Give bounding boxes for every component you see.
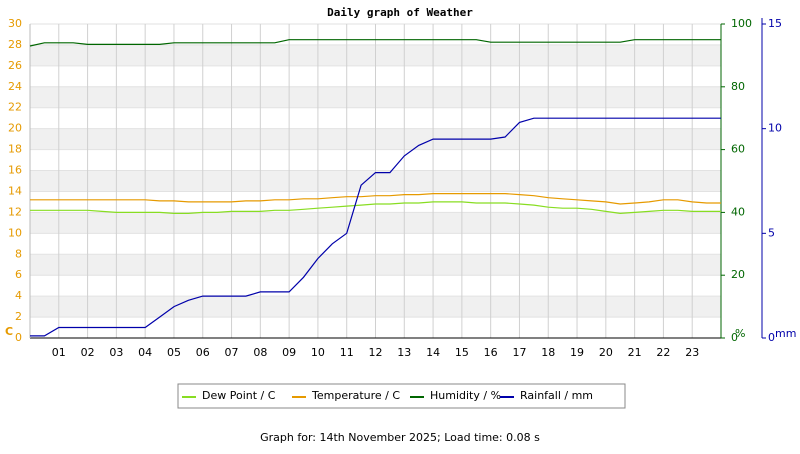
legend-label: Humidity / % (430, 389, 501, 402)
y-tick-label: 24 (8, 80, 22, 93)
y2-tick-label: 80 (731, 80, 745, 93)
y-tick-label: 8 (15, 247, 22, 260)
y2-tick-label: 100 (731, 17, 752, 30)
x-tick-label: 04 (138, 346, 152, 359)
y2-tick-label: 60 (731, 143, 745, 156)
y-tick-label: 26 (8, 59, 22, 72)
y2-tick-label: 0 (731, 331, 738, 344)
y-tick-label: 2 (15, 310, 22, 323)
x-tick-label: 07 (225, 346, 239, 359)
y2-axis-label: % (735, 327, 745, 340)
caption: Graph for: 14th November 2025; Load time… (260, 431, 540, 444)
legend-box (177, 383, 626, 409)
x-tick-label: 08 (253, 346, 267, 359)
series-line (30, 117, 721, 337)
series-line (30, 201, 721, 215)
x-tick-label: 21 (628, 346, 642, 359)
y-tick-label: 4 (15, 289, 22, 302)
x-tick-label: 14 (426, 346, 440, 359)
y-tick-label: 6 (15, 268, 22, 281)
y-tick-label: 14 (8, 184, 22, 197)
x-tick-label: 10 (311, 346, 325, 359)
x-tick-label: 06 (196, 346, 210, 359)
legend-label: Temperature / C (311, 389, 400, 402)
y3-tick-label: 10 (768, 122, 782, 135)
x-tick-label: 02 (81, 346, 95, 359)
chart-title: Daily graph of Weather (327, 6, 473, 19)
x-tick-label: 18 (541, 346, 555, 359)
y-tick-label: 30 (8, 17, 22, 30)
y3-axis-label: mm (775, 327, 796, 340)
y3-tick-label: 5 (768, 226, 775, 239)
x-tick-label: 22 (656, 346, 670, 359)
series-line (29, 39, 721, 47)
y-tick-label: 16 (8, 164, 22, 177)
x-tick-label: 17 (512, 346, 526, 359)
y-tick-label: 12 (8, 205, 22, 218)
legend-label: Rainfall / mm (520, 389, 593, 402)
y-tick-label: 22 (8, 101, 22, 114)
x-tick-label: 20 (599, 346, 613, 359)
x-tick-label: 01 (52, 346, 66, 359)
x-tick-label: 13 (397, 346, 411, 359)
x-tick-label: 11 (340, 346, 354, 359)
x-tick-label: 09 (282, 346, 296, 359)
y2-tick-label: 40 (731, 205, 745, 218)
y-tick-label: 0 (15, 331, 22, 344)
x-tick-label: 05 (167, 346, 181, 359)
legend-label: Dew Point / C (202, 389, 276, 402)
y-axis-label: C (5, 325, 13, 338)
x-tick-label: 23 (685, 346, 699, 359)
y-tick-label: 10 (8, 226, 22, 239)
y3-tick-label: 15 (768, 17, 782, 30)
y2-tick-label: 20 (731, 268, 745, 281)
y3-tick-label: 0 (768, 331, 775, 344)
y-tick-label: 20 (8, 122, 22, 135)
series-line (30, 193, 721, 205)
x-tick-label: 15 (455, 346, 469, 359)
y-tick-label: 28 (8, 38, 22, 51)
x-tick-label: 16 (484, 346, 498, 359)
y-tick-label: 18 (8, 143, 22, 156)
x-tick-label: 12 (369, 346, 383, 359)
x-tick-label: 03 (109, 346, 123, 359)
x-tick-label: 19 (570, 346, 584, 359)
